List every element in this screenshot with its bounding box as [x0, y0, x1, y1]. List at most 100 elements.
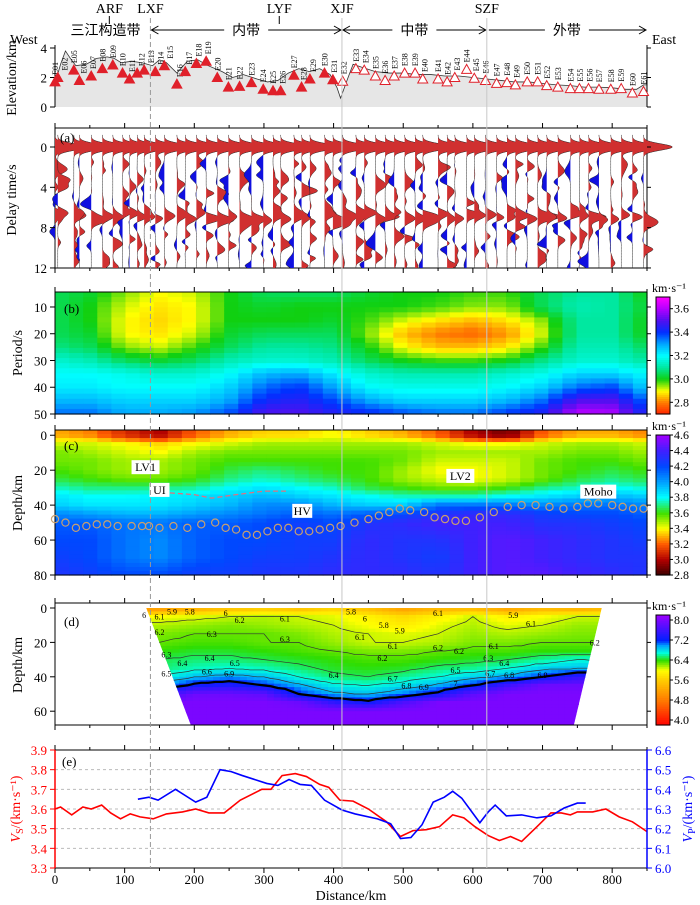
heatmap-cell	[139, 332, 155, 339]
heatmap-cell	[618, 482, 634, 487]
colorbar-swatch	[656, 558, 670, 562]
heatmap-cell	[224, 466, 239, 471]
heatmap-cell	[146, 649, 153, 654]
heatmap-cell	[351, 337, 366, 344]
heatmap-cell	[506, 506, 521, 512]
heatmap-cell	[429, 635, 437, 640]
heatmap-cell	[618, 368, 634, 374]
heatmap-cell	[55, 486, 70, 492]
heatmap-cell	[436, 673, 444, 678]
heatmap-cell	[294, 550, 310, 556]
heatmap-cell	[590, 442, 606, 447]
heatmap-cell	[618, 466, 634, 471]
heatmap-cell	[125, 542, 141, 548]
heatmap-cell	[517, 632, 525, 637]
heatmap-cell	[139, 629, 146, 633]
heatmap-cell	[351, 368, 366, 374]
heatmap-cell	[334, 614, 343, 619]
heatmap-cell	[576, 363, 592, 369]
heatmap-cell	[477, 518, 493, 524]
heatmap-cell	[379, 297, 394, 303]
heatmap-cell	[238, 322, 253, 329]
heatmap-cell	[348, 638, 356, 643]
heatmap-cell	[576, 347, 592, 354]
heatmap-cell	[321, 611, 329, 616]
heatmap-cell	[395, 621, 404, 626]
heatmap-cell	[456, 683, 464, 688]
heatmap-cell	[375, 663, 383, 668]
heatmap-cell	[409, 625, 417, 630]
heatmap-cell	[476, 652, 485, 657]
heatmap-cell	[618, 538, 634, 544]
heatmap-cell	[379, 486, 394, 492]
heatmap-cell	[544, 614, 552, 619]
heatmap-cell	[351, 522, 366, 528]
heatmap-cell	[605, 646, 612, 650]
heatmap-cell	[503, 676, 512, 681]
heatmap-cell	[181, 454, 197, 459]
heatmap-cell	[490, 608, 498, 613]
heatmap-cell	[562, 353, 578, 359]
heatmap-cell	[238, 542, 253, 548]
heatmap-cell	[435, 490, 451, 496]
heatmap-cell	[212, 687, 221, 692]
heatmap-cell	[219, 628, 228, 633]
heatmap-cell	[407, 562, 423, 568]
heatmap-cell	[153, 454, 169, 459]
heatmap-cell	[55, 450, 70, 455]
heatmap-cell	[69, 566, 84, 572]
heatmap-cell	[111, 347, 127, 354]
heatmap-cell	[407, 522, 423, 528]
colorbar-swatch	[656, 537, 670, 541]
heatmap-cell	[463, 526, 479, 532]
heatmap-cell	[246, 628, 255, 633]
heatmap-cell	[69, 498, 84, 504]
heatmap-cell	[158, 625, 167, 630]
fault-label-lyf: LYF	[267, 2, 292, 17]
heatmap-cell	[393, 486, 408, 492]
heatmap-cell	[548, 478, 564, 483]
heatmap-cell	[210, 327, 225, 334]
heatmap-cell	[267, 611, 275, 616]
heatmap-cell	[224, 558, 239, 564]
heatmap-cell	[308, 322, 324, 329]
heatmap-cell	[407, 454, 423, 459]
heatmap-cell	[477, 317, 493, 324]
heatmap-cell	[83, 378, 98, 385]
heatmap-cell	[308, 486, 324, 492]
rf-trace	[190, 134, 226, 268]
heatmap-cell	[491, 462, 507, 467]
station-label: E39	[411, 53, 420, 66]
heatmap-cell	[590, 546, 606, 552]
heatmap-cell	[491, 482, 507, 487]
heatmap-cell	[409, 608, 417, 613]
heatmap-cell	[393, 353, 408, 359]
heatmap-cell	[266, 383, 282, 390]
heatmap-cell	[407, 478, 423, 483]
heatmap-cell	[55, 542, 70, 548]
rf-trace	[108, 134, 142, 269]
heatmap-cell	[125, 302, 141, 308]
heatmap-cell	[379, 506, 394, 512]
heatmap-cell	[534, 458, 549, 463]
heatmap-cell	[226, 645, 234, 650]
heatmap-cell	[548, 490, 564, 496]
heatmap-cell	[185, 621, 194, 626]
heatmap-cell	[308, 498, 324, 504]
heatmap-cell	[192, 656, 201, 661]
heatmap-cell	[139, 450, 155, 455]
heatmap-cell	[548, 518, 564, 524]
heatmap-cell	[210, 307, 225, 313]
heatmap-cell	[336, 408, 352, 415]
colorbar-unit: km·s⁻¹	[652, 281, 686, 295]
heatmap-cell	[185, 614, 194, 619]
heatmap-cell	[321, 676, 329, 681]
heatmap-cell	[322, 542, 338, 548]
heatmap-cell	[517, 618, 525, 623]
heatmap-cell	[167, 388, 183, 395]
heatmap-cell	[395, 656, 404, 661]
heatmap-cell	[97, 570, 112, 576]
heatmap-cell	[252, 450, 268, 455]
heatmap-cell	[510, 649, 519, 654]
rf-trace	[173, 134, 207, 268]
